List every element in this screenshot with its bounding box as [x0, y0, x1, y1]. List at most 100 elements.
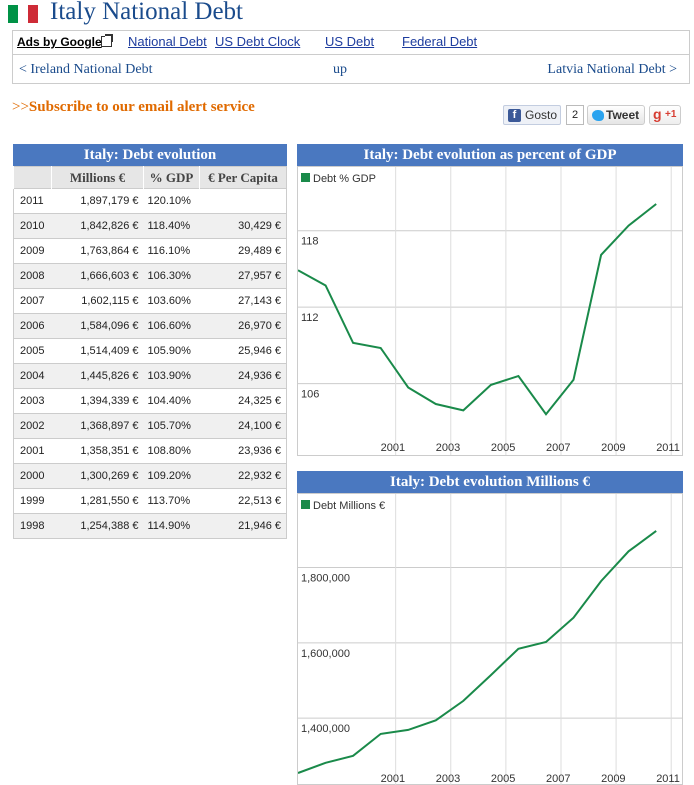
x-tick-label: 2001	[381, 773, 405, 785]
cell-millions: 1,300,269 €	[51, 463, 144, 489]
next-country-link[interactable]: Latvia National Debt >	[547, 62, 677, 77]
google-plus-label: +1	[665, 109, 677, 120]
millions-chart-title: Italy: Debt evolution Millions €	[297, 471, 683, 493]
cell-per-capita: 23,936 €	[199, 438, 287, 464]
country-navigation: < Ireland National Debt up Latvia Nation…	[12, 54, 690, 84]
ad-link-national-debt[interactable]: National Debt	[128, 34, 207, 49]
cell-per-capita: 27,957 €	[199, 263, 287, 289]
cell-year: 2003	[13, 388, 52, 414]
page-title: Italy National Debt	[50, 0, 243, 25]
x-tick-label: 2009	[601, 442, 625, 454]
ad-link-federal-debt[interactable]: Federal Debt	[402, 34, 478, 49]
cell-millions: 1,602,115 €	[51, 288, 144, 314]
facebook-like-label: Gosto	[525, 108, 558, 122]
cell-pct-gdp: 106.60%	[143, 313, 200, 339]
legend-label: Debt % GDP	[313, 173, 376, 185]
facebook-like-count: 2	[566, 105, 584, 125]
cell-millions: 1,254,388 €	[51, 513, 144, 539]
ads-bar: Ads by Google National Debt US Debt Cloc…	[12, 30, 690, 54]
cell-year: 2004	[13, 363, 52, 389]
table-row: 1999 1,281,550 €113.70% 22,513 €	[13, 488, 287, 514]
x-tick-label: 2003	[436, 442, 460, 454]
x-tick-label: 2005	[491, 442, 515, 454]
page-header: Italy National Debt	[0, 0, 694, 28]
cell-millions: 1,281,550 €	[51, 488, 144, 514]
millions-chart-svg: 1,400,000 1,600,000 1,800,000 2001 2003 2005 2…	[298, 494, 682, 785]
col-header-millions: Millions €	[51, 166, 144, 189]
cell-pct-gdp: 104.40%	[143, 388, 200, 414]
google-plus-button[interactable]: g +1	[649, 105, 681, 125]
series-line	[298, 203, 657, 416]
cell-pct-gdp: 118.40%	[143, 213, 200, 239]
y-tick-label: 112	[301, 312, 319, 324]
cell-year: 1999	[13, 488, 52, 514]
cell-millions: 1,358,351 €	[51, 438, 144, 464]
table-row: 1998 1,254,388 €114.90% 21,946 €	[13, 513, 287, 539]
cell-pct-gdp: 109.20%	[143, 463, 200, 489]
table-row: 2008 1,666,603 €106.30% 27,957 €	[13, 263, 287, 289]
cell-pct-gdp: 108.80%	[143, 438, 200, 464]
table-row: 2002 1,368,897 €105.70% 24,100 €	[13, 413, 287, 439]
cell-per-capita: 26,970 €	[199, 313, 287, 339]
col-header-pct-gdp: % GDP	[143, 166, 200, 189]
cell-millions: 1,445,826 €	[51, 363, 144, 389]
up-link[interactable]: up	[333, 62, 347, 77]
tweet-button[interactable]: Tweet	[587, 105, 645, 125]
cell-pct-gdp: 120.10%	[143, 188, 200, 214]
cell-pct-gdp: 103.90%	[143, 363, 200, 389]
legend-swatch	[301, 173, 310, 182]
cell-year: 2011	[13, 188, 52, 214]
cell-per-capita: 21,946 €	[199, 513, 287, 539]
x-tick-label: 2005	[491, 773, 515, 785]
flag-stripe-green	[8, 5, 18, 23]
external-link-icon[interactable]	[101, 34, 113, 47]
cell-millions: 1,897,179 €	[51, 188, 144, 214]
table-row: 2000 1,300,269 €109.20% 22,932 €	[13, 463, 287, 489]
cell-year: 2008	[13, 263, 52, 289]
subscribe-text: Subscribe to our email alert service	[28, 99, 255, 115]
ads-by-google-label[interactable]: Ads by Google	[17, 35, 102, 49]
table-body: 2011 1,897,179 €120.10% 2010 1,842,826 €118…	[13, 188, 287, 539]
debt-evolution-table: Millions € % GDP € Per Capita 2011 1,897,…	[13, 166, 287, 539]
y-tick-label: 118	[301, 236, 319, 248]
cell-pct-gdp: 116.10%	[143, 238, 200, 264]
subscribe-link[interactable]: >>Subscribe to our email alert service	[12, 99, 255, 116]
cell-year: 2005	[13, 338, 52, 364]
table-row: 2011 1,897,179 €120.10%	[13, 188, 287, 214]
cell-year: 2006	[13, 313, 52, 339]
ad-link-us-debt[interactable]: US Debt	[325, 34, 375, 49]
cell-year: 2002	[13, 413, 52, 439]
cell-year: 2007	[13, 288, 52, 314]
cell-year: 2001	[13, 438, 52, 464]
table-row: 2009 1,763,864 €116.10% 29,489 €	[13, 238, 287, 264]
x-tick-label: 2011	[656, 442, 680, 454]
gdp-chart-svg: 106 112 118 2001 2003 2005 2007 2009 2011 Debt % …	[298, 167, 682, 455]
cell-per-capita	[199, 188, 287, 214]
debt-table-title: Italy: Debt evolution	[13, 144, 287, 166]
table-row: 2004 1,445,826 €103.90% 24,936 €	[13, 363, 287, 389]
prev-country-link[interactable]: < Ireland National Debt	[19, 62, 153, 77]
cell-pct-gdp: 105.70%	[143, 413, 200, 439]
x-tick-label: 2003	[436, 773, 460, 785]
flag-stripe-red	[28, 5, 38, 23]
cell-year: 1998	[13, 513, 52, 539]
cell-per-capita: 30,429 €	[199, 213, 287, 239]
y-tick-label: 106	[301, 389, 319, 401]
gdp-chart: 106 112 118 2001 2003 2005 2007 2009 2011 Debt % …	[297, 166, 683, 456]
cell-pct-gdp: 103.60%	[143, 288, 200, 314]
ad-link-us-debt-clock[interactable]: US Debt Clock	[215, 34, 301, 49]
cell-per-capita: 22,932 €	[199, 463, 287, 489]
cell-year: 2009	[13, 238, 52, 264]
cell-per-capita: 24,325 €	[199, 388, 287, 414]
y-tick-label: 1,600,000	[301, 648, 350, 660]
cell-millions: 1,763,864 €	[51, 238, 144, 264]
facebook-like-button[interactable]: f Gosto	[503, 105, 561, 125]
cell-per-capita: 27,143 €	[199, 288, 287, 314]
gdp-chart-title: Italy: Debt evolution as percent of GDP	[297, 144, 683, 166]
table-row: 2007 1,602,115 €103.60% 27,143 €	[13, 288, 287, 314]
cell-per-capita: 22,513 €	[199, 488, 287, 514]
x-tick-label: 2009	[601, 773, 625, 785]
col-header-year	[13, 166, 52, 189]
cell-per-capita: 24,100 €	[199, 413, 287, 439]
cell-pct-gdp: 113.70%	[143, 488, 200, 514]
